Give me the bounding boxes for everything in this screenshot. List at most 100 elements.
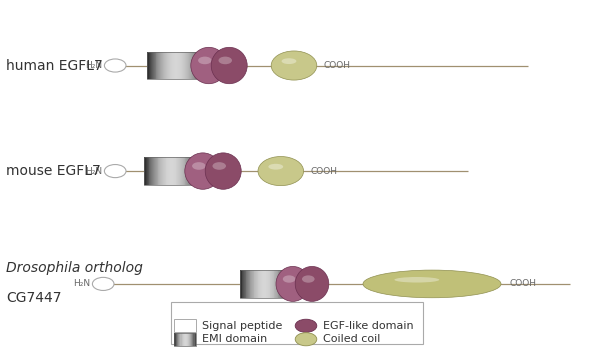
Bar [278,270,279,298]
Bar [148,157,149,185]
Bar [157,52,159,79]
Bar [149,52,150,79]
Bar [184,333,185,346]
Bar [179,52,181,79]
Bar [152,157,154,185]
Text: Coiled coil: Coiled coil [323,334,380,344]
Bar [166,52,167,79]
Ellipse shape [302,275,314,283]
Text: Drosophila ortholog: Drosophila ortholog [6,261,143,274]
Bar [252,270,253,298]
Bar [179,157,180,185]
Bar [187,157,188,185]
Bar [185,333,186,346]
Bar [154,157,155,185]
Text: human EGFL7: human EGFL7 [6,59,103,72]
Bar [166,157,167,185]
Bar [278,270,280,298]
Bar [178,333,180,346]
Bar [253,270,254,298]
Bar [161,157,162,185]
Bar [251,270,253,298]
Bar [201,52,202,79]
Bar [146,157,147,185]
Bar [178,52,179,79]
Bar [169,52,170,79]
Bar [180,52,182,79]
Bar [203,52,204,79]
Bar [152,52,153,79]
Bar [157,52,158,79]
Bar [184,157,185,185]
Bar [185,157,186,185]
Bar [145,157,146,185]
Bar [167,52,168,79]
Bar [194,52,196,79]
Bar [271,270,272,298]
Bar [274,270,275,298]
Bar [182,157,183,185]
Bar [240,270,241,298]
Ellipse shape [281,58,296,64]
Bar [160,157,161,185]
Ellipse shape [295,333,317,346]
Ellipse shape [276,266,310,301]
Bar [171,52,172,79]
Bar [281,270,283,298]
Bar [173,157,174,185]
Bar [176,52,178,79]
Bar [242,270,244,298]
Bar [189,333,191,346]
Bar [171,157,172,185]
Bar [170,157,172,185]
Bar [178,52,179,79]
Bar [194,157,196,185]
Text: H₂N: H₂N [85,61,102,70]
Bar [160,52,161,79]
Bar [180,157,181,185]
Bar [183,52,184,79]
Text: EMI domain: EMI domain [202,334,267,344]
Bar [197,52,199,79]
Bar [250,270,251,298]
Bar [240,270,288,298]
Ellipse shape [192,162,206,170]
Bar [186,52,187,79]
Bar [190,333,191,346]
Bar [285,270,286,298]
Bar [188,52,189,79]
Bar [283,270,284,298]
Bar [173,52,174,79]
Bar [287,270,289,298]
Text: EGF-like domain: EGF-like domain [323,321,413,331]
Bar [174,157,175,185]
Bar [175,333,176,346]
Bar [266,270,268,298]
Text: mouse EGFL7: mouse EGFL7 [6,164,101,178]
Text: COOH: COOH [509,280,536,288]
Bar [279,270,280,298]
Bar [247,270,248,298]
Bar [175,157,176,185]
Bar [153,157,154,185]
Bar [146,157,148,185]
Bar [280,270,281,298]
Bar [161,52,163,79]
Bar [276,270,277,298]
Bar [172,157,173,185]
Bar [193,157,194,185]
Bar [193,157,194,185]
Bar [196,52,197,79]
Bar [283,270,284,298]
Bar [192,157,193,185]
Bar [144,157,198,185]
Bar [262,270,263,298]
Bar [248,270,249,298]
Bar [181,157,182,185]
Bar [152,52,154,79]
Bar [167,157,169,185]
Bar [274,270,275,298]
Bar [185,52,186,79]
Ellipse shape [268,164,283,170]
Ellipse shape [218,56,232,64]
